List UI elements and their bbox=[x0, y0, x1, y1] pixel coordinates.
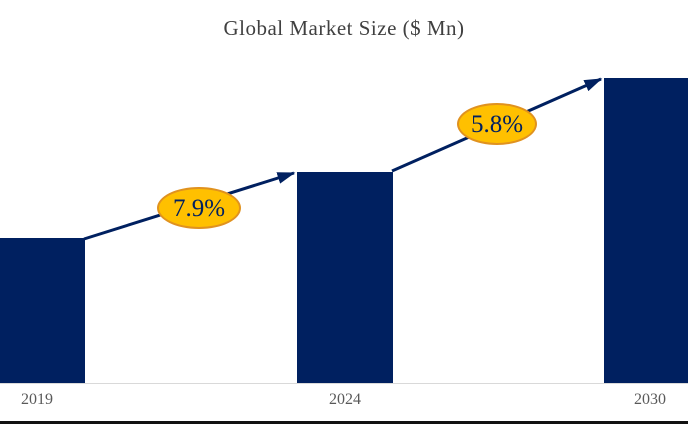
bar-2030 bbox=[604, 78, 688, 383]
bar-2019 bbox=[0, 238, 85, 383]
growth-badge-2019-2024: 7.9% bbox=[157, 187, 241, 229]
growth-badge-label: 5.8% bbox=[470, 110, 524, 138]
x-axis-label-2019: 2019 bbox=[21, 391, 53, 408]
growth-badge-2024-2030: 5.8% bbox=[457, 103, 537, 145]
chart-title: Global Market Size ($ Mn) bbox=[223, 16, 465, 40]
x-axis-label-2030: 2030 bbox=[634, 391, 666, 408]
bar-2024 bbox=[297, 172, 393, 383]
growth-badge-label: 7.9% bbox=[172, 194, 226, 222]
chart-bottom-frame bbox=[0, 421, 688, 424]
x-axis-line bbox=[0, 383, 688, 384]
x-axis-label-2024: 2024 bbox=[329, 391, 361, 408]
